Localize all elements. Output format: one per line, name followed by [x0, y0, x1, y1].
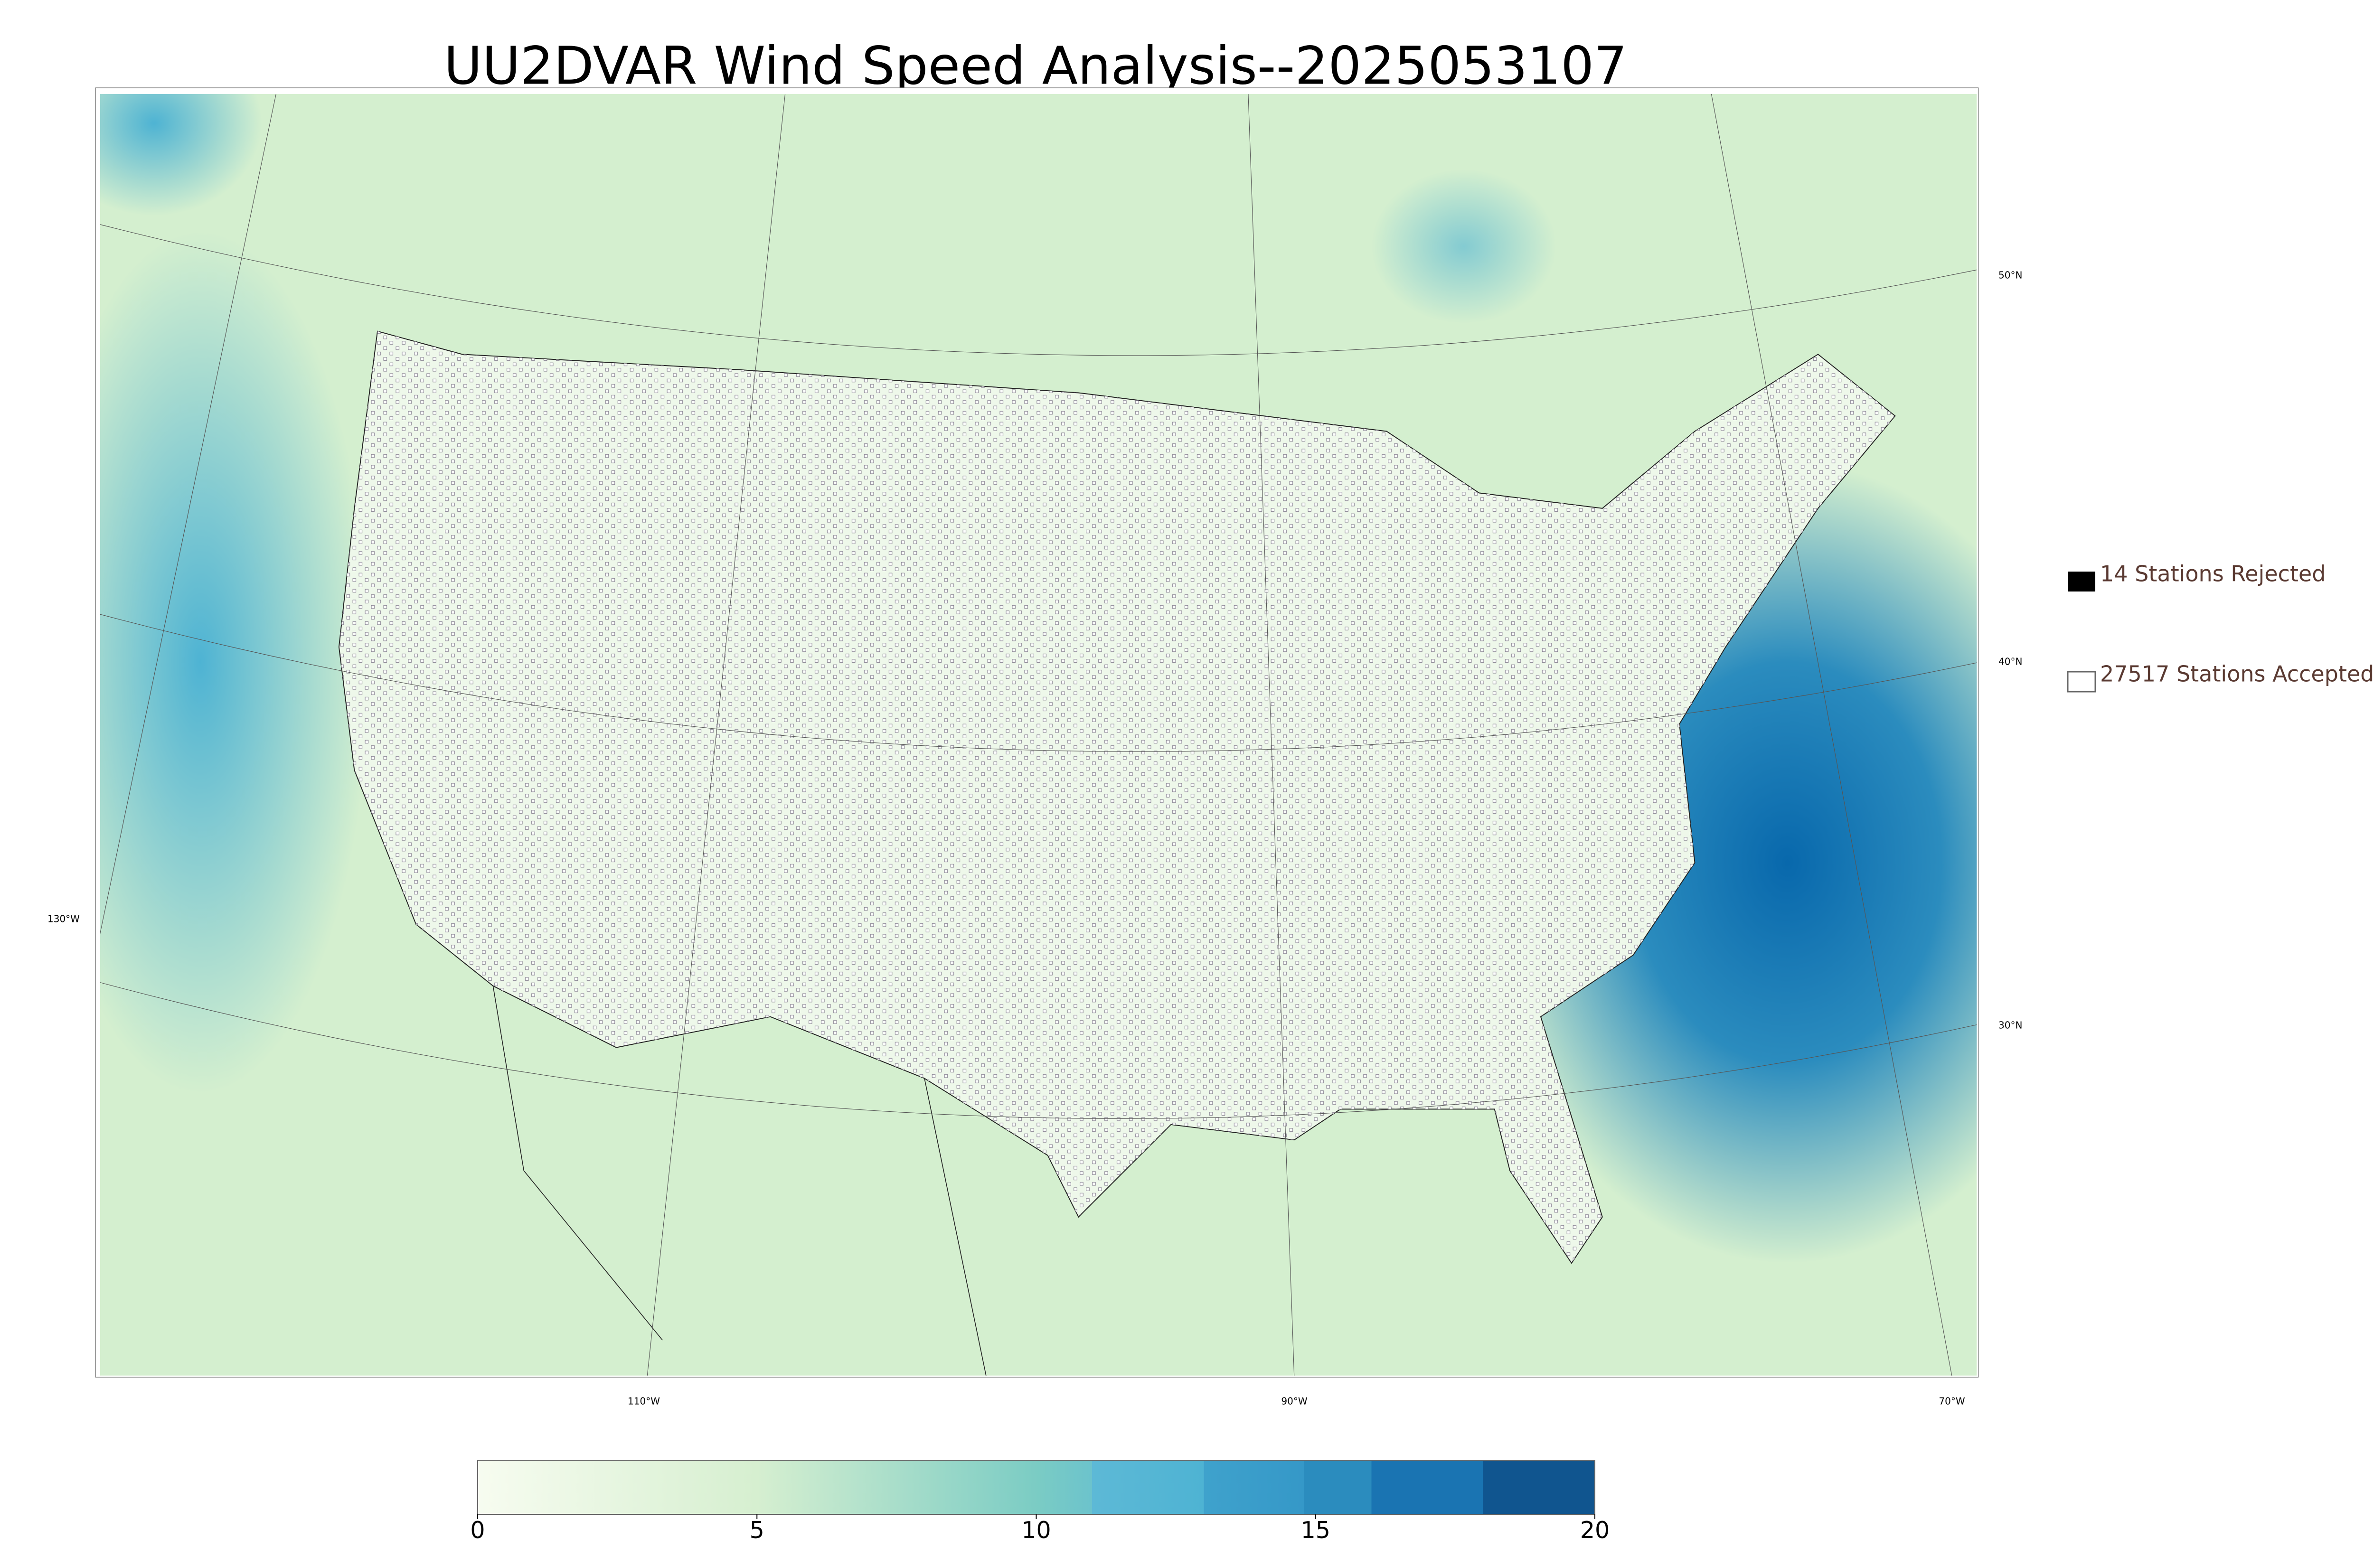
lon-label: 130°W: [47, 913, 80, 925]
lon-label: 70°W: [1939, 1396, 1965, 1407]
legend-swatch: [2068, 572, 2095, 592]
title: UU2DVAR Wind Speed Analysis--2025053107: [444, 35, 1627, 96]
colorbar-tick-label: 20: [1580, 1517, 1610, 1544]
colorbar-tick-label: 0: [470, 1517, 485, 1544]
lat-label: 40°N: [1998, 656, 2022, 667]
lon-label: 90°W: [1281, 1396, 1307, 1407]
legend-label: 14 Stations Rejected: [2100, 561, 2326, 587]
colorbar: 0 5 10 15 20: [470, 1460, 1610, 1544]
legend-label: 27517 Stations Accepted: [2100, 661, 2374, 687]
colorbar-bar: [477, 1460, 1595, 1515]
lon-label: 110°W: [628, 1396, 660, 1407]
lat-label: 50°N: [1998, 270, 2022, 281]
legend-swatch: [2067, 671, 2096, 693]
colorbar-tick-label: 10: [1021, 1517, 1051, 1544]
colorbar-tick-label: 5: [750, 1517, 764, 1544]
map: [95, 87, 1979, 1378]
lat-label: 30°N: [1998, 1020, 2022, 1031]
colorbar-tick-label: 15: [1301, 1517, 1330, 1544]
